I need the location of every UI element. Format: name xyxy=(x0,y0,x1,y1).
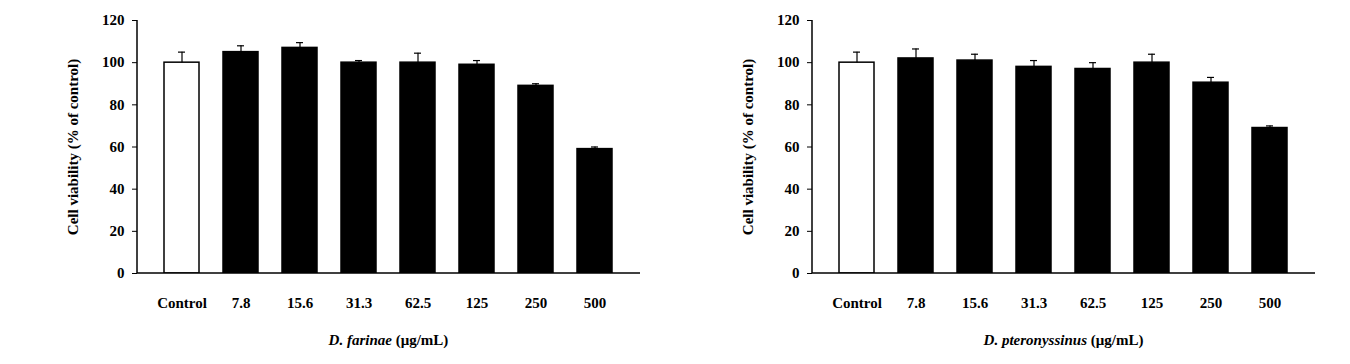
svg-text:7.8: 7.8 xyxy=(232,295,251,311)
svg-text:40: 40 xyxy=(785,181,800,197)
svg-text:250: 250 xyxy=(1200,295,1223,311)
svg-text:31.3: 31.3 xyxy=(1021,295,1047,311)
svg-text:500: 500 xyxy=(584,295,607,311)
svg-text:0: 0 xyxy=(117,265,125,281)
svg-text:80: 80 xyxy=(785,97,800,113)
svg-text:250: 250 xyxy=(525,295,548,311)
svg-text:15.6: 15.6 xyxy=(962,295,989,311)
svg-text:125: 125 xyxy=(466,295,489,311)
svg-text:62.5: 62.5 xyxy=(405,295,431,311)
svg-text:60: 60 xyxy=(110,139,125,155)
svg-text:20: 20 xyxy=(110,223,125,239)
svg-text:40: 40 xyxy=(110,181,125,197)
svg-text:Cell viability (% of control): Cell viability (% of control) xyxy=(740,59,757,235)
svg-text:500: 500 xyxy=(1259,295,1282,311)
svg-text:100: 100 xyxy=(777,54,800,70)
svg-text:125: 125 xyxy=(1141,295,1164,311)
html-text:D. pteronyssinus (μg/mL): D. pteronyssinus (μg/mL) xyxy=(983,332,1144,348)
html-text:D. farinae (μg/mL): D. farinae (μg/mL) xyxy=(328,332,449,348)
svg-text:Cell viability (% of control): Cell viability (% of control) xyxy=(65,59,82,235)
svg-text:15.6: 15.6 xyxy=(287,295,314,311)
svg-text:120: 120 xyxy=(102,12,125,28)
svg-text:Control: Control xyxy=(832,295,882,311)
svg-text:20: 20 xyxy=(785,223,800,239)
svg-text:31.3: 31.3 xyxy=(346,295,372,311)
svg-text:62.5: 62.5 xyxy=(1080,295,1106,311)
svg-text:7.8: 7.8 xyxy=(907,295,926,311)
svg-text:Control: Control xyxy=(157,295,207,311)
svg-text:60: 60 xyxy=(785,139,800,155)
svg-text:0: 0 xyxy=(792,265,800,281)
svg-text:120: 120 xyxy=(777,12,800,28)
svg-text:80: 80 xyxy=(110,97,125,113)
svg-text:100: 100 xyxy=(102,54,125,70)
